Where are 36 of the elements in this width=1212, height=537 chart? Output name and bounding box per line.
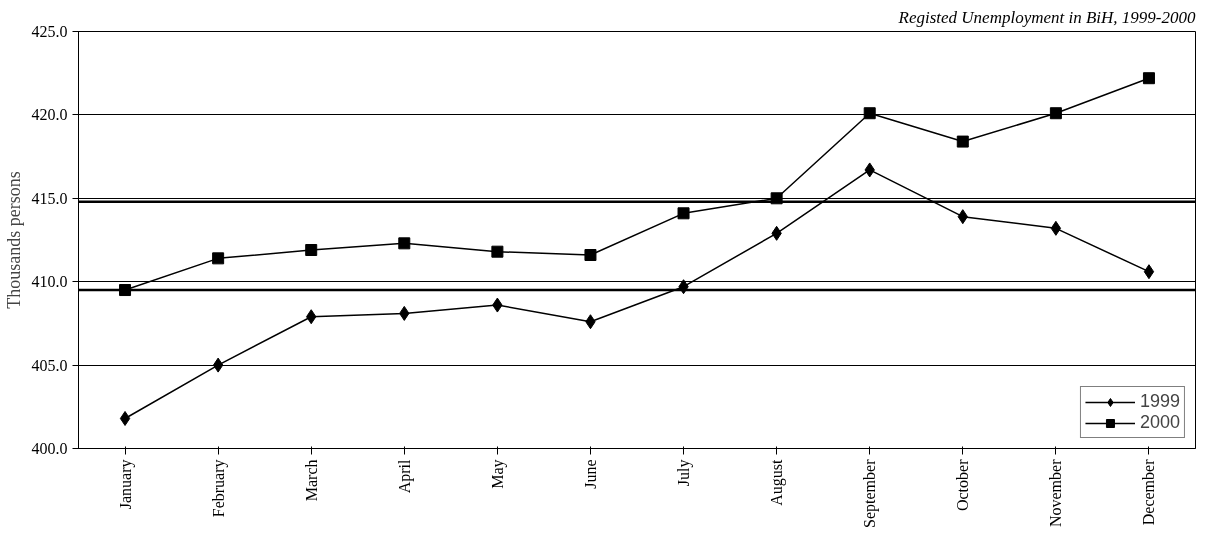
x-tick-label: June (581, 459, 599, 489)
x-tick-label: December (1140, 458, 1158, 526)
point (119, 410, 131, 426)
y-tick-label: 415.0 (31, 189, 68, 207)
x-tick-label: April (395, 458, 414, 494)
chart-title: Registed Unemployment in BiH, 1999-2000 (897, 7, 1196, 27)
point (1143, 264, 1155, 280)
point (677, 207, 690, 220)
x-tick-label: October (954, 458, 972, 512)
point (305, 244, 318, 257)
y-tick-label: 410.0 (31, 273, 68, 291)
y-tick-label: 405.0 (31, 356, 68, 374)
point (398, 237, 411, 250)
x-tick-label: May (488, 459, 507, 489)
y-axis-title: Thousands persons (3, 171, 24, 309)
x-tick-label: March (302, 459, 320, 502)
legend-label: 2000 (1139, 412, 1180, 433)
point (956, 135, 969, 148)
x-tick-label: July (675, 459, 694, 487)
x-tick-label: November (1047, 458, 1065, 528)
y-tick-label: 425.0 (31, 23, 68, 40)
legend-label: 1999 (1139, 391, 1180, 412)
point (1142, 72, 1155, 85)
point (212, 357, 224, 373)
y-tick-label: 400.0 (31, 440, 68, 457)
y-tick-label: 420.0 (31, 106, 68, 124)
x-tick-label: August (768, 458, 787, 506)
x-tick-label: February (209, 459, 228, 518)
point (491, 245, 504, 258)
point (584, 249, 597, 262)
point (1050, 220, 1062, 236)
x-tick-label: September (861, 458, 880, 528)
point (1049, 107, 1062, 120)
x-tick-label: January (116, 459, 135, 510)
point (863, 107, 876, 120)
point (212, 252, 225, 265)
